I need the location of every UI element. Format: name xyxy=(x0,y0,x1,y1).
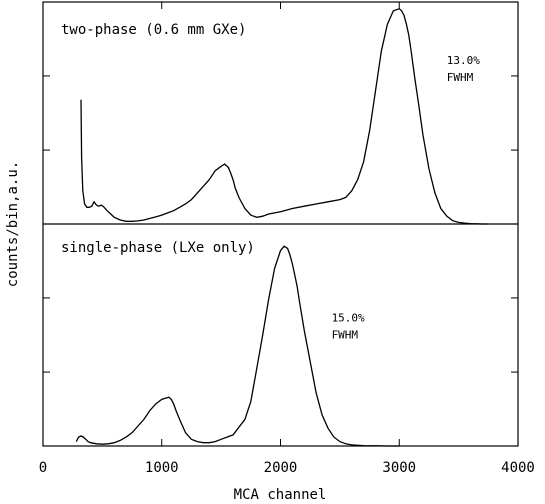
x-tick-label: 1000 xyxy=(145,460,179,476)
x-tick-label: 4000 xyxy=(501,460,535,476)
top-panel-resolution-value: 13.0% xyxy=(447,54,480,67)
top-panel-label: two-phase (0.6 mm GXe) xyxy=(61,22,246,38)
top-panel-resolution-label: FWHM xyxy=(447,71,474,84)
bottom-panel-resolution-label: FWHM xyxy=(332,329,359,342)
axis-ticks xyxy=(42,2,519,446)
bottom-panel-resolution-value: 15.0% xyxy=(332,312,365,325)
bottom-panel-label: single-phase (LXe only) xyxy=(61,240,255,256)
bottom-panel-spectrum-line xyxy=(75,245,400,447)
y-axis-label: counts/bin,a.u. xyxy=(5,161,21,287)
x-tick-label: 0 xyxy=(39,460,47,476)
x-tick-label: 3000 xyxy=(382,460,416,476)
x-tick-labels: 0 1000 2000 3000 4000 xyxy=(39,460,535,476)
top-panel-spectrum-line xyxy=(80,7,489,225)
x-tick-label: 2000 xyxy=(264,460,298,476)
x-axis-label: MCA channel xyxy=(234,487,327,503)
